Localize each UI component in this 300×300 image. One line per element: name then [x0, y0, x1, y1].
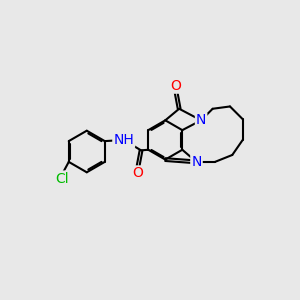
Text: O: O — [170, 79, 181, 93]
Text: O: O — [132, 167, 143, 180]
Text: NH: NH — [113, 133, 134, 147]
Text: Cl: Cl — [56, 172, 69, 185]
Text: N: N — [191, 155, 202, 169]
Text: N: N — [196, 113, 206, 127]
